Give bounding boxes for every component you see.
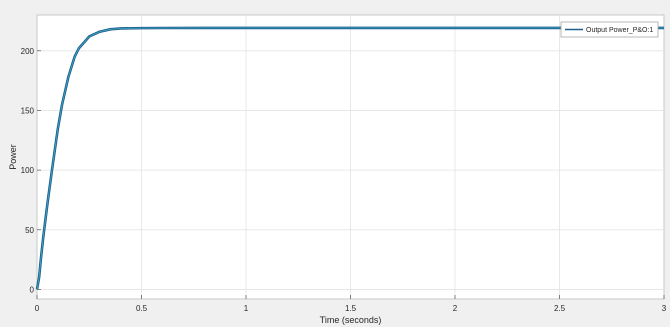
y-axis-ticks: 0 50 100 150 200 xyxy=(21,47,41,294)
x-tick-label: 1.5 xyxy=(345,304,357,313)
y-tick-label: 50 xyxy=(25,226,34,235)
legend-box xyxy=(560,21,659,38)
x-tick-label: 0.5 xyxy=(136,304,148,313)
x-tick-label: 0 xyxy=(35,304,40,313)
x-axis-ticks: 0 0.5 1 1.5 2 2.5 3 xyxy=(35,295,667,313)
x-tick-label: 1 xyxy=(244,304,249,313)
legend-label: Output Power_P&O:1 xyxy=(586,27,653,34)
series-layer xyxy=(35,26,664,290)
grid xyxy=(37,15,664,299)
legend: Output Power_P&O:1 xyxy=(560,21,659,38)
x-axis-label: Time (seconds) xyxy=(320,315,382,325)
y-tick-label: 0 xyxy=(30,285,35,294)
x-tick-label: 3 xyxy=(662,304,667,313)
y-tick-label: 150 xyxy=(21,106,35,115)
x-tick-label: 2 xyxy=(453,304,458,313)
series-line-highlight xyxy=(36,27,664,290)
y-axis-label: Power xyxy=(8,144,18,170)
y-tick-label: 100 xyxy=(21,166,35,175)
y-tick-label: 200 xyxy=(21,47,35,56)
x-tick-label: 2.5 xyxy=(554,304,566,313)
